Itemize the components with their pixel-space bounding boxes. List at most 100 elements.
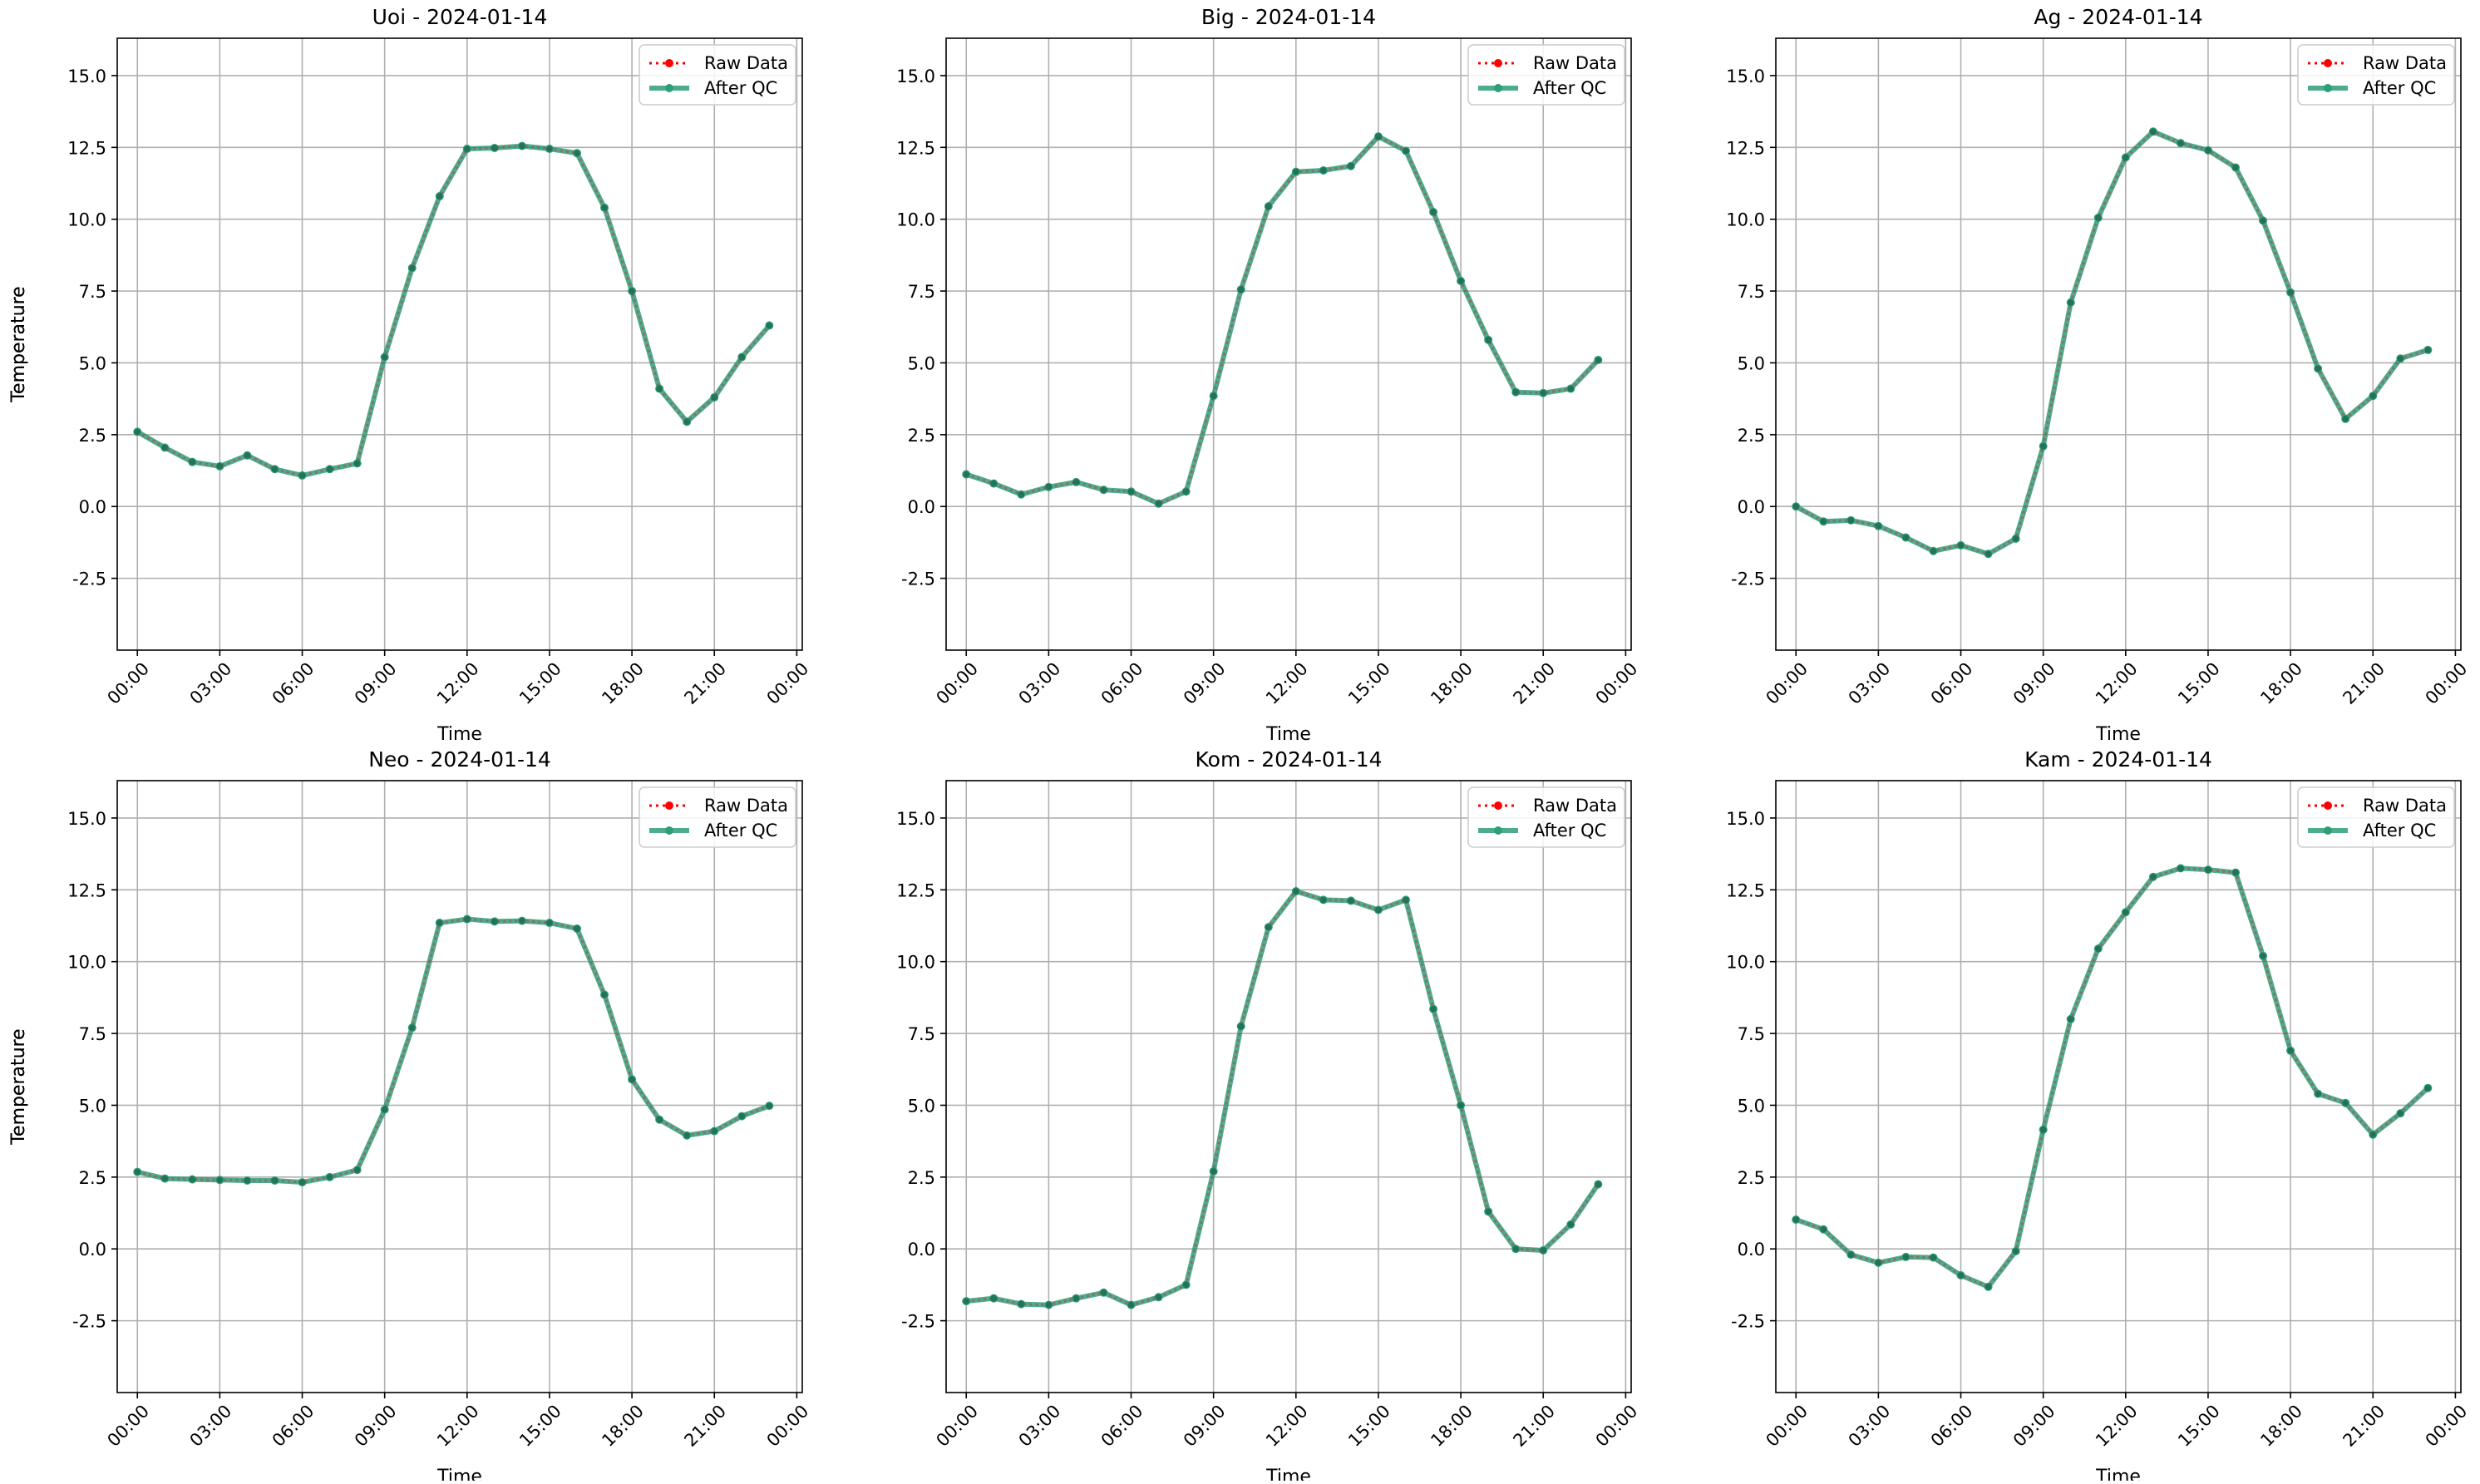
y-tick-label: 2.5 xyxy=(908,1168,935,1188)
legend-qc-label: After QC xyxy=(1533,821,1606,841)
raw-data-point xyxy=(1100,1289,1107,1296)
y-tick-label: 10.0 xyxy=(1726,210,1765,230)
y-axis-label: Temperature xyxy=(8,286,29,402)
legend-qc-marker xyxy=(1494,84,1502,92)
raw-data-point xyxy=(2397,355,2404,362)
legend-raw-marker xyxy=(2324,59,2332,67)
legend-raw-label: Raw Data xyxy=(2363,796,2447,816)
y-tick-label: 0.0 xyxy=(79,1240,106,1260)
raw-data-point xyxy=(963,1298,970,1304)
raw-data-point xyxy=(990,480,998,487)
y-tick-label: 5.0 xyxy=(1738,1096,1765,1116)
raw-data-point xyxy=(2150,873,2157,880)
y-tick-label: 5.0 xyxy=(1738,353,1765,373)
legend-qc-label: After QC xyxy=(2363,78,2436,98)
x-tick-label: 03:00 xyxy=(186,1401,236,1451)
raw-data-point xyxy=(464,145,471,152)
raw-data-point xyxy=(1957,1272,1965,1279)
legend-raw-label: Raw Data xyxy=(1533,53,1617,73)
y-tick-label: 7.5 xyxy=(1738,282,1765,302)
raw-data-point xyxy=(2232,869,2239,876)
x-tick-label: 21:00 xyxy=(2339,1401,2389,1451)
x-tick-label: 15:00 xyxy=(515,1401,565,1451)
raw-data-point xyxy=(2123,909,2129,916)
series-raw-line xyxy=(1795,866,2429,1289)
x-tick-label: 21:00 xyxy=(1509,1401,1559,1451)
x-tick-label: 12:00 xyxy=(2092,658,2142,708)
y-tick-label: 7.5 xyxy=(908,282,935,302)
raw-data-point xyxy=(1293,888,1299,895)
x-tick-label: 03:00 xyxy=(1015,658,1065,708)
y-tick-label: 0.0 xyxy=(1738,497,1765,517)
series-after-qc-line xyxy=(136,143,772,478)
y-tick-label: 2.5 xyxy=(79,1168,106,1188)
series-raw-line xyxy=(136,918,770,1184)
raw-data-point xyxy=(1100,486,1107,493)
series-raw-line xyxy=(966,890,1600,1307)
subplot-title: Kam - 2024-01-14 xyxy=(2024,747,2212,772)
x-tick-label: 18:00 xyxy=(2256,658,2306,708)
x-tick-label: 00:00 xyxy=(932,1401,982,1451)
raw-data-point xyxy=(1595,1181,1602,1188)
y-tick-label: 5.0 xyxy=(908,1096,935,1116)
raw-data-point xyxy=(738,1112,746,1120)
raw-data-point xyxy=(2315,1090,2321,1097)
x-axis-label: Time xyxy=(2095,724,2141,745)
raw-data-point xyxy=(2067,299,2074,306)
y-tick-label: 12.5 xyxy=(67,138,106,158)
raw-data-point xyxy=(2039,1127,2047,1133)
x-tick-label: 00:00 xyxy=(1592,658,1642,708)
y-tick-label: 10.0 xyxy=(896,210,935,230)
y-tick-label: 2.5 xyxy=(79,426,106,446)
raw-data-point xyxy=(711,1127,718,1135)
axes-frame xyxy=(1775,780,2462,1393)
raw-data-point xyxy=(990,1294,998,1302)
raw-data-point xyxy=(766,1102,773,1109)
x-tick-label: 06:00 xyxy=(1097,658,1147,708)
y-tick-label: 12.5 xyxy=(896,880,935,900)
raw-data-point xyxy=(1403,896,1409,904)
legend-raw-marker xyxy=(1494,59,1502,67)
raw-data-point xyxy=(1930,1254,1937,1261)
raw-data-point xyxy=(134,1168,141,1176)
subplot-kam: Kam - 2024-01-14 -2.5 0.0 2.5 5.0 7.5 10.0 12.5… xyxy=(8,747,2472,1484)
y-tick-label: 15.0 xyxy=(896,809,935,829)
raw-data-point xyxy=(738,353,746,361)
raw-data-point xyxy=(1540,389,1547,397)
raw-data-point xyxy=(1155,1294,1162,1301)
x-tick-label: 21:00 xyxy=(680,1401,730,1451)
raw-data-point xyxy=(464,915,471,923)
raw-data-point xyxy=(2012,535,2019,542)
y-tick-label: -2.5 xyxy=(1731,1312,1765,1332)
y-tick-label: 15.0 xyxy=(1726,67,1765,86)
x-tick-label: 00:00 xyxy=(1762,658,1812,708)
raw-data-point xyxy=(2260,952,2266,959)
raw-data-point xyxy=(381,1106,388,1113)
x-tick-label: 00:00 xyxy=(2422,1401,2472,1451)
y-tick-label: 12.5 xyxy=(1726,138,1765,158)
raw-data-point xyxy=(1847,1251,1855,1258)
y-tick-label: 2.5 xyxy=(908,426,935,446)
raw-data-point xyxy=(2150,128,2157,136)
raw-data-point xyxy=(1237,1023,1245,1030)
raw-data-point xyxy=(1457,1102,1464,1109)
legend-qc-marker xyxy=(1494,826,1502,835)
raw-data-point xyxy=(1792,503,1800,510)
y-axis-label: Temperature xyxy=(8,1028,29,1145)
raw-data-point xyxy=(1045,483,1053,491)
raw-data-point xyxy=(326,466,333,473)
series-after-qc-line xyxy=(965,889,1600,1308)
raw-data-point xyxy=(1512,1245,1519,1253)
legend-qc-label: After QC xyxy=(704,78,777,98)
x-tick-label: 06:00 xyxy=(269,658,318,708)
legend-qc-marker xyxy=(2324,826,2332,835)
raw-data-point xyxy=(2067,1015,2074,1023)
raw-data-point xyxy=(2342,416,2349,422)
y-tick-label: 12.5 xyxy=(896,138,935,158)
raw-data-point xyxy=(546,145,553,152)
raw-data-point xyxy=(1293,168,1299,175)
axes-frame xyxy=(945,780,1632,1393)
raw-data-point xyxy=(2369,392,2377,399)
y-axis-label: Temperature xyxy=(8,1028,29,1145)
axes-frame xyxy=(116,37,803,651)
